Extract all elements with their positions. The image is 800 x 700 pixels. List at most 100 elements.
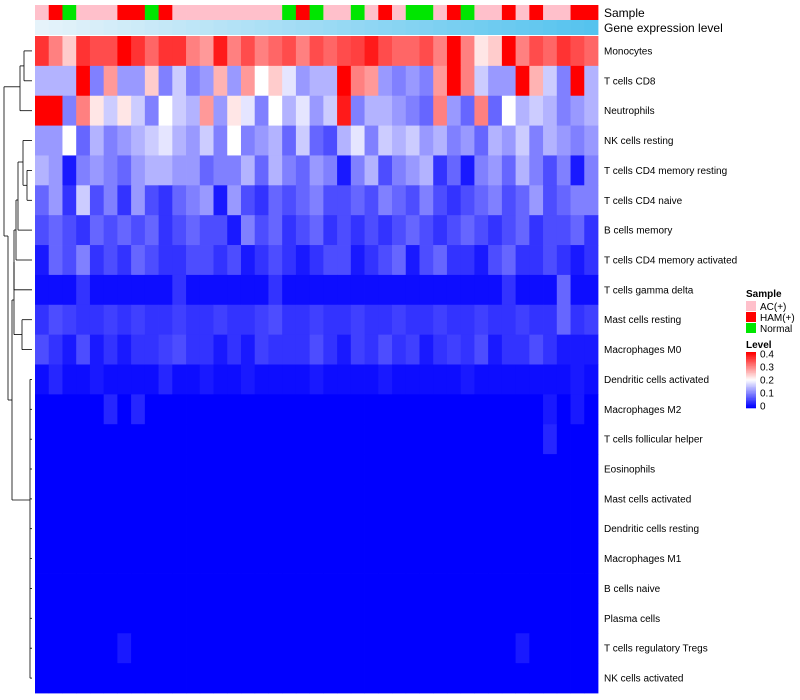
expression-annotation-cell xyxy=(268,20,283,35)
heatmap-cell xyxy=(515,663,530,694)
heatmap-cell xyxy=(117,125,132,156)
heatmap-cell xyxy=(48,364,63,395)
row-label: Macrophages M2 xyxy=(604,405,682,416)
heatmap-cell xyxy=(48,245,63,276)
heatmap-cell xyxy=(186,65,201,97)
sample-annotation-cell xyxy=(309,5,324,20)
heatmap-cell xyxy=(501,155,517,186)
heatmap-cell xyxy=(158,155,173,186)
heatmap-cell xyxy=(35,633,50,664)
sample-annotation-cell xyxy=(35,5,50,20)
sample-annotation-cell xyxy=(446,5,462,20)
sample-annotation-cell xyxy=(295,5,311,20)
heatmap-cell xyxy=(76,65,91,97)
heatmap-cell xyxy=(446,543,462,574)
heatmap-cell xyxy=(543,364,558,395)
heatmap-cell xyxy=(117,543,132,574)
heatmap-cell xyxy=(295,36,311,67)
heatmap-cell xyxy=(529,155,544,186)
heatmap-cell xyxy=(131,364,146,395)
sample-annotation-cell xyxy=(144,5,159,20)
heatmap-cell xyxy=(405,543,420,574)
heatmap-cell xyxy=(392,155,407,186)
heatmap-cell xyxy=(295,663,311,694)
heatmap-cell xyxy=(309,95,324,126)
heatmap-cell xyxy=(35,603,50,634)
heatmap-cell xyxy=(378,633,393,664)
heatmap-cell xyxy=(172,454,187,485)
heatmap-cell xyxy=(186,215,201,246)
expression-annotation-cell xyxy=(474,20,489,35)
heatmap-cell xyxy=(474,394,489,425)
heatmap-cell xyxy=(199,36,214,67)
heatmap-cell xyxy=(158,424,173,455)
level-colorbar-segment xyxy=(746,401,756,403)
expression-annotation-cell xyxy=(488,20,503,35)
heatmap-cell xyxy=(240,424,256,455)
sample-annotation-cell xyxy=(364,5,379,20)
heatmap-cell xyxy=(268,334,283,365)
heatmap-cell xyxy=(433,304,448,336)
heatmap-cell xyxy=(501,573,517,604)
heatmap-cell xyxy=(282,245,297,276)
sample-annotation-cell xyxy=(501,5,517,20)
heatmap-cell xyxy=(350,304,365,336)
expression-annotation-cell xyxy=(446,20,462,35)
row-label: Eosinophils xyxy=(604,465,655,476)
heatmap-cell xyxy=(213,155,228,186)
heatmap-cell xyxy=(213,573,228,604)
heatmap-cell xyxy=(543,155,558,186)
expression-annotation-cell xyxy=(158,20,173,35)
heatmap-cell xyxy=(474,424,489,455)
level-colorbar-segment xyxy=(746,352,756,354)
heatmap-cell xyxy=(213,364,228,395)
sample-legend-label: AC(+) xyxy=(760,302,786,313)
heatmap-cell xyxy=(227,663,242,694)
heatmap-cell xyxy=(474,334,489,365)
expression-annotation-cell xyxy=(309,20,324,35)
heatmap-cell xyxy=(131,125,146,156)
expression-annotation-cell xyxy=(556,20,571,35)
heatmap-cell xyxy=(282,663,297,694)
heatmap-cell xyxy=(240,513,256,545)
heatmap-cell xyxy=(227,483,242,515)
heatmap-cell xyxy=(199,483,214,515)
heatmap-cell xyxy=(158,633,173,664)
heatmap-cell xyxy=(474,215,489,246)
heatmap-cell xyxy=(213,95,228,126)
heatmap-cell xyxy=(584,573,599,604)
level-colorbar-segment xyxy=(746,406,756,409)
heatmap-cell xyxy=(529,304,544,336)
heatmap-cell xyxy=(515,334,530,365)
heatmap-cell xyxy=(364,424,379,455)
heatmap-cell xyxy=(433,155,448,186)
heatmap-cell xyxy=(172,603,187,634)
heatmap-cell xyxy=(460,245,475,276)
sample-annotation-cell xyxy=(240,5,256,20)
heatmap-cell xyxy=(529,364,544,395)
heatmap-cell xyxy=(323,394,338,425)
heatmap-cell xyxy=(213,36,228,67)
heatmap-cell xyxy=(405,125,420,156)
heatmap-cell xyxy=(584,215,599,246)
sample-annotation-cell xyxy=(158,5,173,20)
heatmap-cell xyxy=(392,215,407,246)
heatmap-cell xyxy=(199,304,214,336)
heatmap-cell xyxy=(474,454,489,485)
heatmap-cell xyxy=(364,125,379,156)
heatmap-cell xyxy=(405,274,420,306)
heatmap-cell xyxy=(131,573,146,604)
level-colorbar-segment xyxy=(746,403,756,406)
heatmap-cell xyxy=(433,364,448,395)
heatmap-cell xyxy=(337,394,352,425)
heatmap-cell xyxy=(323,155,338,186)
heatmap-cell xyxy=(556,125,571,156)
heatmap-cell xyxy=(515,364,530,395)
heatmap-cell xyxy=(405,245,420,276)
heatmap-cell xyxy=(35,483,50,515)
heatmap-cell xyxy=(529,483,544,515)
heatmap-cell xyxy=(419,304,434,336)
heatmap-cell xyxy=(405,65,420,97)
heatmap-cell xyxy=(172,424,187,455)
heatmap-cell xyxy=(460,663,475,694)
